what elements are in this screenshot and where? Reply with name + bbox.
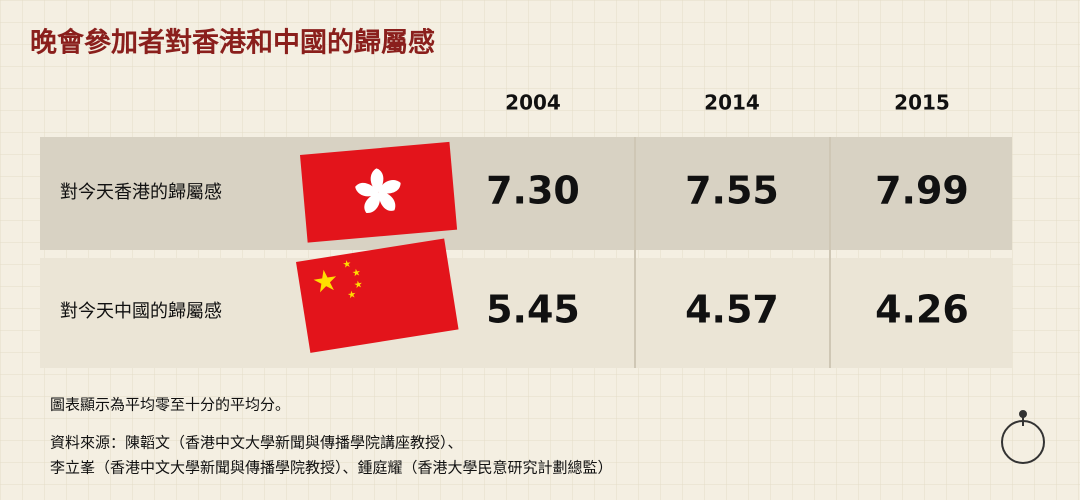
logo	[1001, 410, 1045, 464]
note: 圖表顯示為平均零至十分的平均分。	[50, 396, 290, 414]
source-line: 李立峯（香港中文大學新聞與傳播學院教授）、鍾庭耀（香港大學民意研究計劃總監）	[50, 459, 613, 477]
dividers	[634, 137, 831, 368]
cell-value: 7.55	[685, 169, 779, 213]
cn-flag	[296, 238, 459, 353]
cell-value: 7.99	[875, 169, 969, 213]
row-label: 對今天中國的歸屬感	[60, 301, 222, 322]
cell-value: 4.57	[685, 288, 779, 332]
source-line: 資料來源：陳韜文（香港中文大學新聞與傳播學院講座教授）、	[50, 434, 463, 452]
cell-value: 4.26	[875, 288, 969, 332]
column-header: 2004	[505, 91, 561, 115]
cell-value: 7.30	[486, 169, 580, 213]
row-band	[40, 137, 1012, 250]
row-label: 對今天香港的歸屬感	[60, 182, 222, 203]
title: 晚會參加者對香港和中國的歸屬感	[30, 27, 435, 59]
column-header: 2015	[894, 91, 950, 115]
cell-value: 5.45	[486, 288, 580, 332]
row-band	[40, 258, 1012, 368]
hk-flag	[300, 141, 458, 243]
column-header: 2014	[704, 91, 760, 115]
